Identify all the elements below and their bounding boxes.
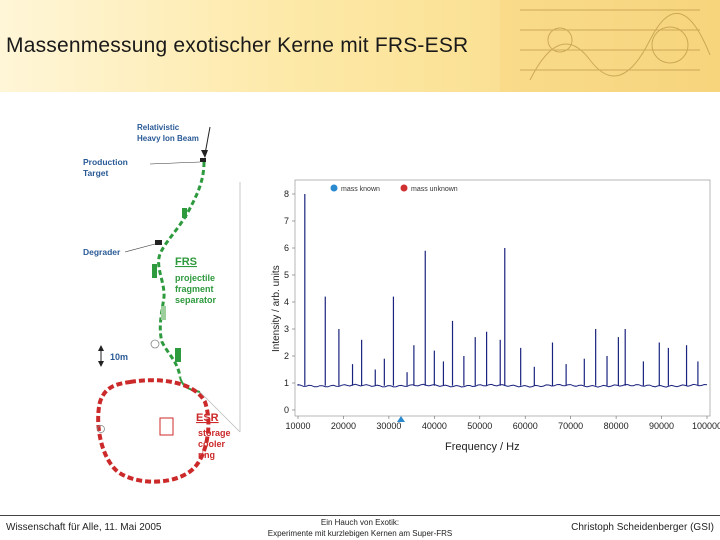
x-tick-label: 30000: [376, 421, 401, 431]
x-tick-label: 20000: [331, 421, 356, 431]
degrader: [155, 240, 162, 245]
decorative-chart-image: [500, 0, 720, 92]
beam-arrow-head: [201, 150, 208, 158]
accelerator-diagram: Relativistic Heavy Ion Beam Production T…: [83, 123, 241, 484]
scale-label: 10m: [110, 352, 128, 362]
y-tick-label: 4: [284, 297, 289, 307]
x-tick-label: 80000: [604, 421, 629, 431]
frs-desc-1: projectile: [175, 273, 215, 283]
y-tick-label: 5: [284, 270, 289, 280]
target-label-1: Production: [83, 157, 128, 167]
spectrum-baseline: [297, 383, 708, 388]
frs-esr-transfer-line: [179, 376, 201, 393]
degrader-label: Degrader: [83, 247, 121, 257]
footer-talk-line-2: Experimente mit kurzlebigen Kernen am Su…: [267, 529, 453, 538]
esr-desc-2: cooler: [198, 439, 226, 449]
esr-desc-3: ring: [198, 450, 215, 460]
esr-title: ESR: [196, 412, 219, 424]
y-tick-label: 2: [284, 351, 289, 361]
spectrum-peaks: [304, 194, 699, 386]
frs-dipole-4: [175, 348, 181, 362]
frs-dipole-3: [161, 306, 166, 320]
beam-label-1: Relativistic: [137, 123, 180, 132]
y-tick-label: 6: [284, 243, 289, 253]
frs-desc-2: fragment: [175, 284, 214, 294]
x-tick-label: 90000: [649, 421, 674, 431]
y-tick-label: 0: [284, 405, 289, 415]
zoom-connector-bottom: [199, 391, 241, 433]
title-banner: Massenmessung exotischer Kerne mit FRS-E…: [0, 0, 720, 92]
footer-talk-line-1: Ein Hauch von Exotik:: [320, 518, 400, 527]
esr-injection-marker: [97, 425, 105, 433]
x-tick-label: 50000: [467, 421, 492, 431]
y-axis-ticks: 0 1 2 3 4 5 6 7 8: [284, 189, 295, 415]
x-tick-label: 40000: [422, 421, 447, 431]
target-label-2: Target: [83, 168, 109, 178]
footer-talk-title: Ein Hauch von Exotik: Experimente mit ku…: [250, 517, 470, 539]
frs-dipole-1: [182, 208, 187, 218]
legend-label-known: mass known: [341, 186, 380, 193]
esr-desc-1: storage: [198, 428, 231, 438]
y-tick-label: 3: [284, 324, 289, 334]
y-tick-label: 8: [284, 189, 289, 199]
frs-desc-3: separator: [175, 295, 217, 305]
slide-title: Massenmessung exotischer Kerne mit FRS-E…: [6, 34, 469, 57]
beam-label-2: Heavy Ion Beam: [137, 134, 199, 143]
legend-label-unknown: mass unknown: [411, 186, 458, 193]
y-axis-label: Intensity / arb. units: [271, 265, 282, 352]
footer-divider: [0, 515, 720, 516]
footer-author: Christoph Scheidenberger (GSI): [571, 522, 714, 533]
main-figure: Relativistic Heavy Ion Beam Production T…: [83, 123, 720, 484]
x-tick-label: 100000: [692, 421, 720, 431]
footer-event: Wissenschaft für Alle, 11. Mai 2005: [6, 522, 162, 533]
y-tick-label: 7: [284, 216, 289, 226]
frequency-marker-arrow: [397, 416, 405, 422]
plot-area: [294, 179, 711, 417]
frs-focal-marker: [150, 339, 160, 349]
x-tick-label: 70000: [558, 421, 583, 431]
frs-title: FRS: [175, 256, 197, 268]
esr-ring: [96, 378, 211, 484]
y-tick-label: 1: [284, 378, 289, 388]
x-tick-label: 10000: [285, 421, 310, 431]
spectrum-chart: 0 1 2 3 4 5 6 7 8 10000 20000 30000 40000 50000 60000…: [271, 179, 720, 453]
beam-arrow: [204, 126, 211, 155]
legend-swatch-unknown: [400, 184, 408, 192]
frs-beamline: [157, 161, 206, 378]
legend: mass known mass unknown: [330, 184, 458, 193]
frs-dipole-2: [152, 264, 157, 278]
x-tick-label: 60000: [513, 421, 538, 431]
x-axis-label: Frequency / Hz: [445, 441, 520, 453]
electron-cooler: [159, 417, 174, 436]
x-axis-ticks: 10000 20000 30000 40000 50000 60000 70000 80000…: [285, 416, 720, 431]
production-target: [200, 158, 206, 162]
legend-swatch-known: [330, 184, 338, 192]
